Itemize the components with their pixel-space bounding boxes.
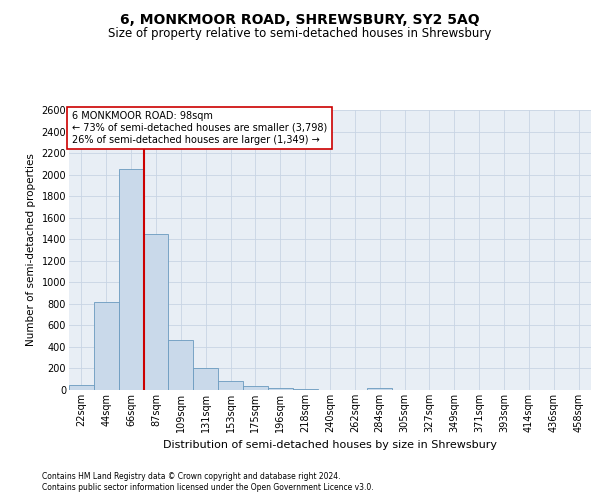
Bar (268, 388, 293, 390)
X-axis label: Distribution of semi-detached houses by size in Shrewsbury: Distribution of semi-detached houses by … (163, 440, 497, 450)
Bar (218, 382, 243, 390)
Text: Contains HM Land Registry data © Crown copyright and database right 2024.: Contains HM Land Registry data © Crown c… (42, 472, 341, 481)
Text: 6, MONKMOOR ROAD, SHREWSBURY, SY2 5AQ: 6, MONKMOOR ROAD, SHREWSBURY, SY2 5AQ (120, 12, 480, 26)
Bar (193, 368, 218, 390)
Bar (243, 386, 268, 390)
Text: Size of property relative to semi-detached houses in Shrewsbury: Size of property relative to semi-detach… (109, 28, 491, 40)
Y-axis label: Number of semi-detached properties: Number of semi-detached properties (26, 154, 36, 346)
Bar (293, 389, 317, 390)
Text: 6 MONKMOOR ROAD: 98sqm
← 73% of semi-detached houses are smaller (3,798)
26% of : 6 MONKMOOR ROAD: 98sqm ← 73% of semi-det… (71, 112, 327, 144)
Bar (119, 169, 143, 390)
Bar (169, 340, 193, 390)
Bar (69, 384, 94, 390)
Bar (367, 388, 392, 390)
Bar (94, 302, 119, 390)
Text: Contains public sector information licensed under the Open Government Licence v3: Contains public sector information licen… (42, 484, 374, 492)
Bar (143, 234, 169, 390)
